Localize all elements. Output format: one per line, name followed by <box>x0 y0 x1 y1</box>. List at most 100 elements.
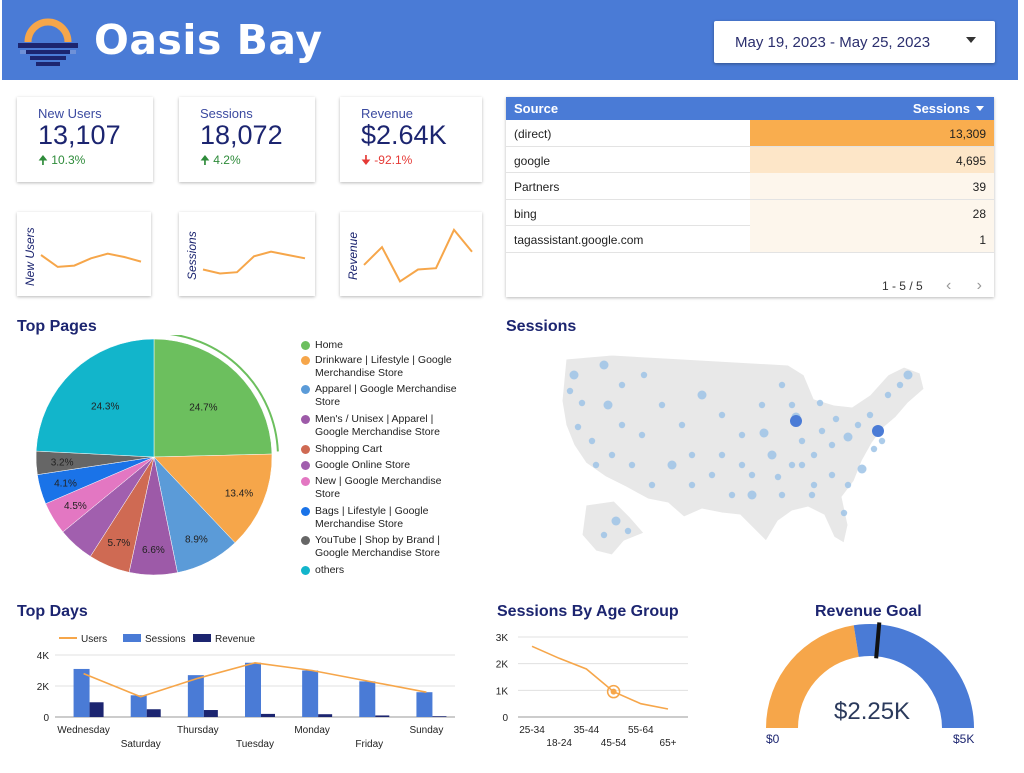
map-dot <box>878 437 886 445</box>
arrow-up-icon: 🠉 <box>38 153 48 167</box>
map-dot <box>600 531 608 539</box>
map-dot <box>578 399 586 407</box>
revenue-goal-gauge <box>766 622 974 728</box>
legend-swatch <box>301 341 310 350</box>
map-dot <box>708 471 716 479</box>
pie-slice-label: 24.3% <box>91 402 119 413</box>
top-days-title: Top Days <box>17 603 88 620</box>
line-users <box>83 661 427 698</box>
map-dot <box>624 527 632 535</box>
y-tick-label: 2K <box>37 682 50 693</box>
map-dot <box>618 381 626 389</box>
chevron-right-icon[interactable]: › <box>976 277 982 294</box>
sessions-cell: 1 <box>979 233 986 247</box>
table-header: Source Sessions <box>506 97 994 120</box>
legend-label: YouTube | Shop by Brand | Google Merchan… <box>315 534 440 559</box>
map-dot <box>798 461 806 469</box>
pie-slice-label: 5.7% <box>108 538 131 549</box>
table-row[interactable]: (direct) 13,309 <box>506 120 994 147</box>
sessions-cell: 28 <box>972 206 986 221</box>
legend-label: Bags | Lifestyle | Google Merchandise St… <box>315 505 429 530</box>
source-cell: Partners <box>514 180 560 194</box>
column-header-sessions[interactable]: Sessions <box>912 101 970 116</box>
highlight-point <box>606 684 621 699</box>
table-row[interactable]: Partners 39 <box>506 173 994 200</box>
sparkline-series <box>40 252 142 268</box>
top-days-chart: Users Sessions Revenue 4K 2K 0 Wednesday Saturd… <box>37 634 455 750</box>
alaska-shape <box>581 500 645 556</box>
legend-label: Users <box>81 634 107 645</box>
bar-revenue <box>146 709 161 717</box>
legend-label: Google Online Store <box>315 459 411 471</box>
x-tick-label: Saturday <box>121 739 161 750</box>
arrow-up-icon: 🠉 <box>200 153 210 167</box>
map-dot <box>759 428 769 438</box>
sparkline-series <box>363 228 473 283</box>
map-dot <box>658 401 666 409</box>
map-dot <box>832 415 840 423</box>
table-row[interactable]: tagassistant.google.com 1 <box>506 226 994 253</box>
chevron-left-icon[interactable]: ‹ <box>946 277 952 294</box>
arrow-down-icon: 🠋 <box>361 153 371 167</box>
legend-swatch <box>301 385 310 394</box>
map-dot <box>667 460 677 470</box>
map-dot <box>840 509 848 517</box>
pie-slice-label: 4.5% <box>64 501 87 512</box>
date-range-select[interactable]: May 19, 2023 - May 25, 2023 <box>714 21 995 63</box>
legend-label: Sessions <box>145 634 186 645</box>
legend-swatch <box>301 477 310 486</box>
x-tick-label: 45-54 <box>601 738 627 749</box>
kpi-value: 13,107 <box>38 120 121 150</box>
bar-revenue <box>318 714 333 717</box>
brand-title: Oasis Bay <box>94 16 323 64</box>
pagination: 1 - 5 / 5 ‹ › <box>882 277 982 295</box>
pie-slice-label: 24.7% <box>189 402 217 413</box>
map-dot <box>843 432 853 442</box>
legend-swatch <box>123 634 141 642</box>
pie-slice-label: 3.2% <box>51 458 74 469</box>
map-dot <box>758 401 766 409</box>
map-dot <box>828 441 836 449</box>
map-dot <box>611 516 621 526</box>
map-dot <box>810 451 818 459</box>
pie-slice-label: 13.4% <box>225 488 253 499</box>
map-dot <box>728 491 736 499</box>
y-tick-label: 1K <box>496 686 509 697</box>
table-row[interactable]: bing 28 <box>506 199 994 226</box>
map-dot <box>896 381 904 389</box>
legend-swatch <box>301 445 310 454</box>
y-tick-label: 4K <box>37 651 50 662</box>
sort-desc-icon[interactable] <box>976 106 984 111</box>
kpi-delta: 🠉 10.3% <box>38 153 86 167</box>
map-dot <box>648 481 656 489</box>
legend-swatch <box>301 415 310 424</box>
map-dot <box>870 445 878 453</box>
table-row[interactable]: google 4,695 <box>506 146 994 173</box>
pie-slice <box>153 338 273 458</box>
map-dot <box>788 401 796 409</box>
gauge-min-label: $0 <box>766 732 780 746</box>
map-dot <box>854 421 862 429</box>
x-tick-label: 25-34 <box>519 725 545 736</box>
gauge-max-label: $5K <box>953 732 975 746</box>
map-dot <box>767 450 777 460</box>
bar-sessions <box>73 668 90 717</box>
top-pages-pie-chart: 24.7% 13.4% 8.9% 6.6% 5.7% 4.5% 4.1% 3.2% 24.3% <box>35 335 279 576</box>
column-header-source[interactable]: Source <box>514 101 559 116</box>
gauge-target-marker <box>874 622 882 659</box>
sparkline-series <box>202 250 306 275</box>
pie-slice-label: 4.1% <box>54 478 77 489</box>
x-tick-label: 18-24 <box>546 738 572 749</box>
chevron-down-icon <box>966 37 976 43</box>
kpi-value: $2.64K <box>361 120 447 150</box>
kpi-label: Revenue <box>361 106 414 121</box>
source-cell: tagassistant.google.com <box>514 233 644 247</box>
bar-sessions <box>359 681 376 717</box>
map-dot <box>640 371 648 379</box>
y-tick-label: 2K <box>496 660 509 671</box>
legend-swatch <box>193 634 211 642</box>
map-dot <box>718 411 726 419</box>
sparkline-card-new-users: New Users <box>17 212 151 296</box>
sessions-us-map[interactable] <box>552 345 932 575</box>
